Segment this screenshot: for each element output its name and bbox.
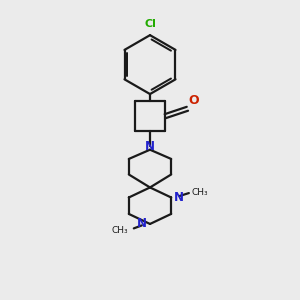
Text: O: O xyxy=(189,94,200,107)
Text: CH₃: CH₃ xyxy=(112,226,128,235)
Text: Cl: Cl xyxy=(144,19,156,29)
Text: N: N xyxy=(137,218,147,230)
Text: CH₃: CH₃ xyxy=(191,188,208,197)
Text: N: N xyxy=(145,140,155,153)
Text: N: N xyxy=(174,191,184,204)
